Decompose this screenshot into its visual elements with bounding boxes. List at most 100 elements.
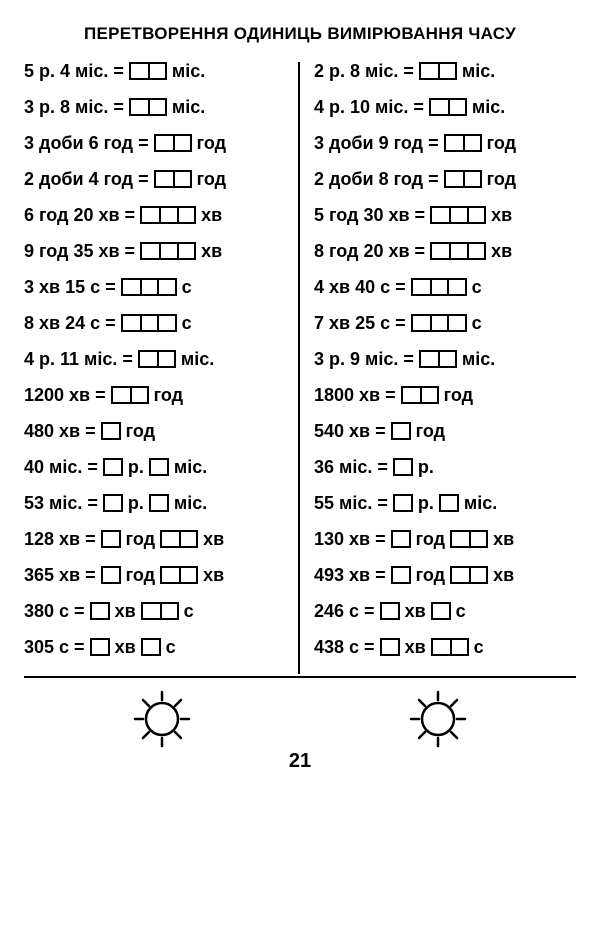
exercise-text: хв bbox=[196, 241, 222, 261]
answer-box[interactable] bbox=[444, 134, 482, 152]
right-column: 2 р. 8 міс. = міс.4 р. 10 міс. = міс.3 д… bbox=[300, 62, 576, 674]
exercise-row: 365 хв = год хв bbox=[24, 566, 286, 584]
exercise-row: 4 хв 40 с = с bbox=[314, 278, 576, 296]
page-title: ПЕРЕТВОРЕННЯ ОДИНИЦЬ ВИМІРЮВАННЯ ЧАСУ bbox=[24, 24, 576, 44]
sun-icon bbox=[402, 688, 474, 750]
exercise-row: 3 р. 8 міс. = міс. bbox=[24, 98, 286, 116]
exercise-text: 2 доби 8 год = bbox=[314, 169, 444, 189]
exercise-text: год bbox=[411, 565, 450, 585]
answer-box[interactable] bbox=[411, 314, 467, 332]
answer-box[interactable] bbox=[140, 206, 196, 224]
exercise-text: 130 хв = bbox=[314, 529, 391, 549]
answer-box[interactable] bbox=[121, 278, 177, 296]
exercise-row: 480 хв = год bbox=[24, 422, 286, 440]
answer-box[interactable] bbox=[90, 602, 110, 620]
exercise-row: 128 хв = год хв bbox=[24, 530, 286, 548]
exercise-row: 36 міс. = р. bbox=[314, 458, 576, 476]
exercise-text: год bbox=[192, 133, 226, 153]
exercise-text: 1200 хв = bbox=[24, 385, 111, 405]
answer-box[interactable] bbox=[430, 242, 486, 260]
answer-box[interactable] bbox=[444, 170, 482, 188]
exercise-text: год bbox=[192, 169, 226, 189]
answer-box[interactable] bbox=[103, 494, 123, 512]
exercise-text: год bbox=[149, 385, 183, 405]
exercise-row: 2 доби 8 год = год bbox=[314, 170, 576, 188]
exercise-row: 3 доби 6 год = год bbox=[24, 134, 286, 152]
exercise-text: с bbox=[451, 601, 466, 621]
answer-box[interactable] bbox=[149, 458, 169, 476]
exercise-text: 5 р. 4 міс. = bbox=[24, 61, 129, 81]
answer-box[interactable] bbox=[111, 386, 149, 404]
exercise-row: 4 р. 11 міс. = міс. bbox=[24, 350, 286, 368]
exercise-text: с bbox=[469, 637, 484, 657]
answer-box[interactable] bbox=[419, 350, 457, 368]
answer-box[interactable] bbox=[138, 350, 176, 368]
exercise-row: 305 с = хв с bbox=[24, 638, 286, 656]
exercise-text: год bbox=[482, 169, 516, 189]
exercise-text: 480 хв = bbox=[24, 421, 101, 441]
exercise-row: 5 р. 4 міс. = міс. bbox=[24, 62, 286, 80]
answer-box[interactable] bbox=[431, 638, 469, 656]
exercise-text: с bbox=[467, 313, 482, 333]
answer-box[interactable] bbox=[140, 242, 196, 260]
answer-box[interactable] bbox=[101, 422, 121, 440]
exercise-text: год bbox=[121, 421, 155, 441]
answer-box[interactable] bbox=[129, 98, 167, 116]
answer-box[interactable] bbox=[160, 530, 198, 548]
exercise-text: год bbox=[411, 529, 450, 549]
answer-box[interactable] bbox=[380, 602, 400, 620]
answer-box[interactable] bbox=[430, 206, 486, 224]
exercise-row: 55 міс. = р. міс. bbox=[314, 494, 576, 512]
exercise-text: хв bbox=[486, 241, 512, 261]
exercise-text: год bbox=[121, 565, 160, 585]
answer-box[interactable] bbox=[450, 566, 488, 584]
answer-box[interactable] bbox=[101, 566, 121, 584]
exercise-row: 3 р. 9 міс. = міс. bbox=[314, 350, 576, 368]
exercise-text: 493 хв = bbox=[314, 565, 391, 585]
exercise-text: міс. bbox=[167, 61, 205, 81]
answer-box[interactable] bbox=[431, 602, 451, 620]
exercise-text: 2 р. 8 міс. = bbox=[314, 61, 419, 81]
answer-box[interactable] bbox=[393, 494, 413, 512]
exercise-text: 128 хв = bbox=[24, 529, 101, 549]
exercise-text: міс. bbox=[467, 97, 505, 117]
answer-box[interactable] bbox=[419, 62, 457, 80]
exercise-text: 1800 хв = bbox=[314, 385, 401, 405]
answer-box[interactable] bbox=[141, 602, 179, 620]
answer-box[interactable] bbox=[439, 494, 459, 512]
answer-box[interactable] bbox=[411, 278, 467, 296]
exercise-row: 6 год 20 хв = хв bbox=[24, 206, 286, 224]
exercise-row: 246 с = хв с bbox=[314, 602, 576, 620]
answer-box[interactable] bbox=[129, 62, 167, 80]
exercise-row: 40 міс. = р. міс. bbox=[24, 458, 286, 476]
exercise-columns: 5 р. 4 міс. = міс. 3 р. 8 міс. = міс. 3 до… bbox=[24, 62, 576, 674]
exercise-row: 3 доби 9 год = год bbox=[314, 134, 576, 152]
answer-box[interactable] bbox=[149, 494, 169, 512]
answer-box[interactable] bbox=[101, 530, 121, 548]
exercise-text: міс. bbox=[457, 61, 495, 81]
exercise-text: хв bbox=[196, 205, 222, 225]
exercise-text: 55 міс. = bbox=[314, 493, 393, 513]
answer-box[interactable] bbox=[121, 314, 177, 332]
exercise-row: 540 хв = год bbox=[314, 422, 576, 440]
exercise-text: с bbox=[161, 637, 176, 657]
answer-box[interactable] bbox=[380, 638, 400, 656]
exercise-text: с bbox=[177, 277, 192, 297]
answer-box[interactable] bbox=[391, 566, 411, 584]
answer-box[interactable] bbox=[141, 638, 161, 656]
answer-box[interactable] bbox=[393, 458, 413, 476]
exercise-text: год bbox=[439, 385, 473, 405]
exercise-text: 6 год 20 хв = bbox=[24, 205, 140, 225]
answer-box[interactable] bbox=[154, 134, 192, 152]
answer-box[interactable] bbox=[160, 566, 198, 584]
answer-box[interactable] bbox=[391, 422, 411, 440]
exercise-text: 438 с = bbox=[314, 637, 380, 657]
answer-box[interactable] bbox=[429, 98, 467, 116]
answer-box[interactable] bbox=[450, 530, 488, 548]
answer-box[interactable] bbox=[90, 638, 110, 656]
answer-box[interactable] bbox=[154, 170, 192, 188]
answer-box[interactable] bbox=[401, 386, 439, 404]
answer-box[interactable] bbox=[103, 458, 123, 476]
exercise-text: міс. bbox=[169, 457, 207, 477]
answer-box[interactable] bbox=[391, 530, 411, 548]
